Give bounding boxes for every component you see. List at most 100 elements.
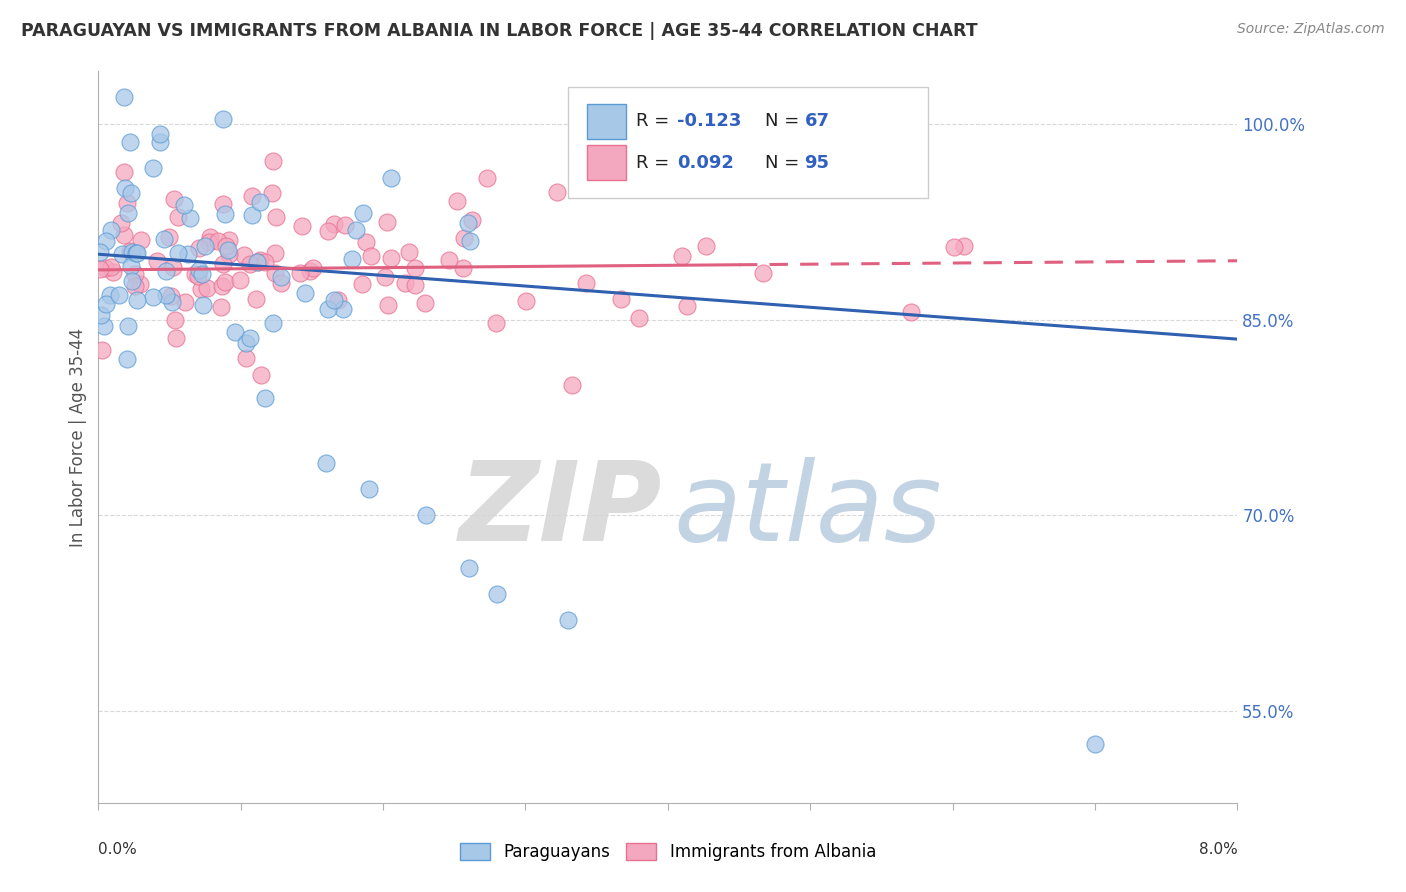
Point — [211, 112, 233, 126]
Point — [575, 276, 598, 290]
Point — [193, 297, 215, 311]
Point — [149, 136, 172, 150]
Point — [94, 235, 117, 249]
Point — [302, 261, 325, 276]
Point — [173, 197, 195, 211]
Point — [100, 222, 122, 236]
Point — [160, 294, 183, 309]
Point — [111, 247, 134, 261]
Point — [357, 483, 380, 497]
Point — [249, 194, 271, 209]
Point — [114, 180, 136, 194]
Point — [557, 613, 579, 627]
Point — [211, 278, 233, 293]
Point — [167, 245, 190, 260]
Text: ZIP: ZIP — [458, 457, 662, 564]
Point — [142, 161, 165, 176]
Point — [326, 293, 349, 307]
Point — [486, 587, 509, 601]
Point — [318, 301, 340, 316]
Point — [294, 285, 316, 300]
Point — [475, 170, 498, 185]
Point — [446, 194, 468, 208]
Point — [215, 239, 238, 253]
Point — [194, 239, 217, 253]
Text: 0.092: 0.092 — [676, 153, 734, 172]
Point — [177, 247, 200, 261]
Point — [112, 90, 135, 104]
Point — [235, 351, 257, 365]
Point — [120, 260, 142, 274]
Point — [125, 293, 148, 307]
Point — [671, 249, 693, 263]
Text: R =: R = — [636, 153, 675, 172]
Point — [188, 241, 211, 255]
Point — [628, 310, 651, 325]
Point — [264, 245, 287, 260]
Point — [323, 218, 346, 232]
Point — [155, 264, 177, 278]
Point — [240, 208, 263, 222]
Point — [453, 261, 475, 276]
Point — [191, 267, 214, 281]
Point — [214, 276, 236, 290]
Point — [437, 252, 460, 267]
Point — [110, 216, 132, 230]
Point — [316, 224, 339, 238]
Legend: Paraguayans, Immigrants from Albania: Paraguayans, Immigrants from Albania — [453, 836, 883, 868]
Point — [235, 336, 257, 351]
Point — [254, 255, 277, 269]
Text: Source: ZipAtlas.com: Source: ZipAtlas.com — [1237, 22, 1385, 37]
Point — [179, 211, 201, 226]
Point — [246, 254, 269, 268]
Y-axis label: In Labor Force | Age 35-44: In Labor Force | Age 35-44 — [69, 327, 87, 547]
Point — [291, 219, 314, 233]
Point — [115, 351, 138, 366]
Point — [160, 289, 183, 303]
Point — [93, 318, 115, 333]
Point — [332, 301, 354, 316]
Point — [165, 331, 187, 345]
Point — [270, 269, 292, 284]
Text: 8.0%: 8.0% — [1198, 842, 1237, 856]
Point — [610, 293, 633, 307]
Point — [1084, 737, 1107, 751]
Point — [404, 277, 426, 292]
Text: -0.123: -0.123 — [676, 112, 741, 130]
Point — [142, 290, 165, 304]
Point — [157, 230, 180, 244]
Point — [374, 270, 396, 285]
Point — [124, 268, 146, 282]
Point — [118, 136, 141, 150]
Point — [404, 261, 426, 276]
Point — [112, 164, 135, 178]
Point — [350, 277, 373, 291]
Point — [288, 266, 311, 280]
Point — [250, 368, 273, 382]
Point — [453, 231, 475, 245]
Point — [149, 127, 172, 141]
Point — [101, 265, 124, 279]
Point — [124, 278, 146, 293]
Point — [952, 239, 974, 253]
FancyBboxPatch shape — [586, 103, 626, 138]
Point — [458, 234, 481, 248]
Point — [118, 244, 141, 258]
Point — [187, 268, 209, 283]
Point — [98, 287, 121, 301]
Point — [224, 325, 246, 339]
Point — [207, 234, 229, 248]
Point — [342, 252, 364, 266]
Point — [245, 292, 267, 306]
Point — [262, 317, 284, 331]
Point — [239, 331, 262, 345]
Point — [218, 233, 240, 247]
Point — [240, 189, 263, 203]
Point — [94, 260, 117, 275]
Point — [195, 281, 218, 295]
Point — [153, 232, 176, 246]
Point — [675, 299, 697, 313]
Point — [117, 206, 139, 220]
Text: PARAGUAYAN VS IMMIGRANTS FROM ALBANIA IN LABOR FORCE | AGE 35-44 CORRELATION CHA: PARAGUAYAN VS IMMIGRANTS FROM ALBANIA IN… — [21, 22, 977, 40]
Point — [125, 245, 148, 260]
